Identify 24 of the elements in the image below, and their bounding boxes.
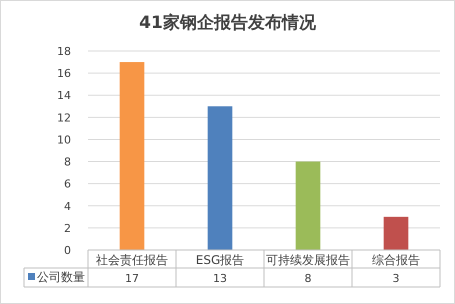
y-tick-label: 18 — [57, 45, 71, 58]
bar — [384, 216, 408, 250]
y-tick-label: 14 — [57, 89, 71, 102]
y-tick-label: 12 — [57, 111, 71, 124]
y-tick-label: 8 — [64, 156, 71, 169]
legend-label: 公司数量 — [37, 270, 85, 284]
data-label: 3 — [392, 272, 400, 285]
data-label: 13 — [213, 272, 227, 285]
x-tick-label: 社会责任报告 — [96, 253, 168, 267]
x-tick-label: ESG报告 — [196, 253, 244, 267]
bar — [120, 62, 144, 250]
y-tick-label: 6 — [64, 178, 71, 191]
y-tick-label: 2 — [64, 222, 71, 235]
data-label: 8 — [304, 272, 312, 285]
bar — [296, 162, 320, 250]
chart-title: 41家钢企报告发布情况 — [139, 13, 317, 33]
bar — [208, 106, 232, 250]
x-tick-label: 可持续发展报告 — [266, 253, 350, 267]
x-tick-label: 综合报告 — [372, 253, 420, 267]
y-tick-label: 0 — [64, 244, 71, 257]
y-tick-label: 16 — [57, 67, 71, 80]
y-tick-label: 10 — [57, 133, 71, 146]
y-tick-label: 4 — [64, 200, 71, 213]
data-label: 17 — [125, 272, 139, 285]
